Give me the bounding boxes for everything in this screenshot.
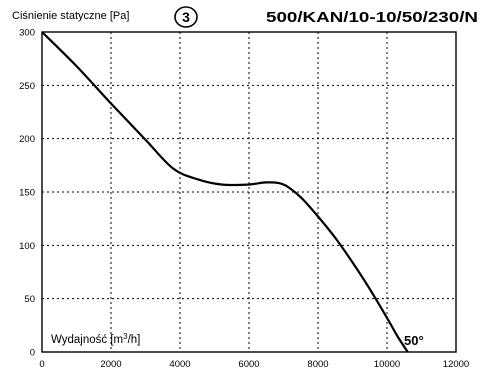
curve-number-badge [174, 6, 198, 28]
x-tick-label: 6000 [238, 359, 259, 370]
x-tick-label: 12000 [443, 359, 469, 370]
y-tick-label: 300 [19, 28, 35, 39]
model-code: 500/KAN/10-10/50/230/N [266, 9, 478, 26]
x-tick-label: 2000 [100, 359, 121, 370]
y-axis-ticks: 0 50 100 150 200 250 300 [19, 28, 35, 359]
y-axis-label: Ciśnienie statyczne [Pa] [12, 10, 129, 22]
x-axis-label: Wydajność [m3/h] [51, 332, 140, 346]
y-tick-label: 150 [19, 188, 35, 199]
x-axis-label-main: Wydajność [m [51, 334, 123, 346]
series-label-50: 50° [404, 333, 424, 348]
x-tick-label: 4000 [169, 359, 190, 370]
x-tick-label: 10000 [374, 359, 400, 370]
x-axis-label-sup: 3 [123, 332, 128, 341]
y-tick-label: 250 [19, 81, 35, 92]
plot-frame [41, 31, 457, 353]
y-tick-label: 100 [19, 241, 35, 252]
series-line-50 [41, 31, 409, 353]
x-tick-label: 0 [39, 359, 44, 370]
x-axis-label-end: /h] [128, 334, 141, 346]
y-tick-label: 50 [24, 294, 35, 305]
y-tick-label: 0 [30, 348, 35, 359]
x-axis-ticks: 0 2000 4000 6000 8000 10000 12000 [39, 359, 469, 370]
curve-number: 3 [182, 9, 190, 25]
grid [42, 32, 456, 352]
x-tick-label: 8000 [307, 359, 328, 370]
y-tick-label: 200 [19, 134, 35, 145]
